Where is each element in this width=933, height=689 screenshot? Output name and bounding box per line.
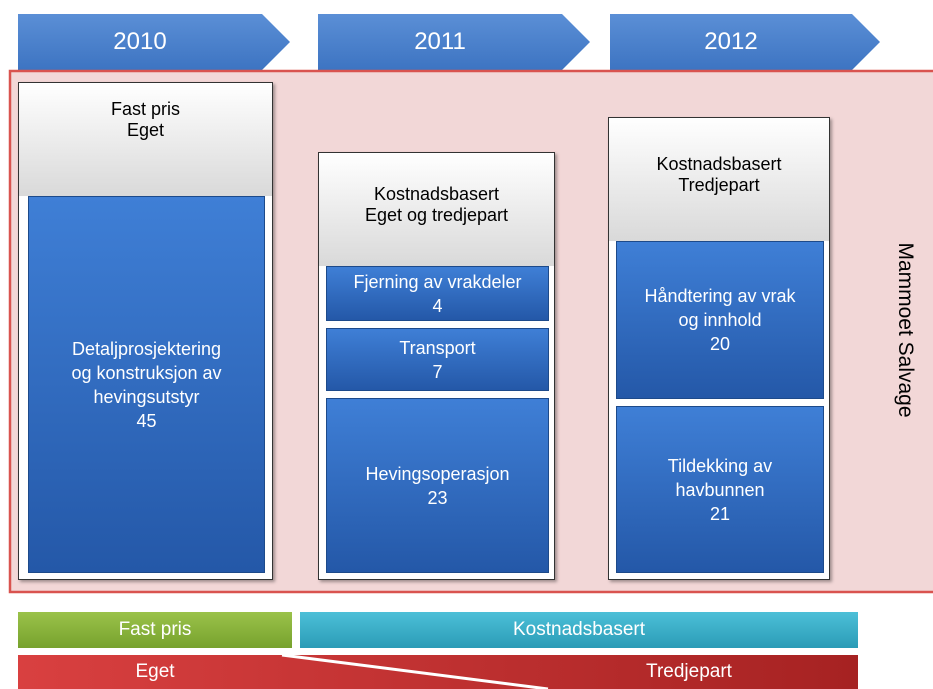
year-label: 2011: [414, 28, 466, 55]
block-line: Håndtering av vrak: [644, 286, 796, 306]
pricing-label: Fast pris: [118, 619, 192, 640]
block-line: og konstruksjon av: [71, 362, 222, 383]
arrow: [18, 14, 290, 70]
work-block: Detaljprosjektering og konstruksjon av hev…: [28, 196, 265, 573]
block-value: 23: [427, 487, 448, 508]
party-label: Tredjepart: [646, 661, 732, 682]
header-line: Tredjepart: [678, 174, 760, 195]
work-block: Transport 7: [326, 328, 549, 391]
block-value: 20: [709, 334, 731, 354]
column: Fast pris Eget Detaljprosjektering og konst…: [18, 82, 273, 580]
block-line: og innhold: [678, 310, 762, 330]
year-label: 2010: [113, 28, 167, 55]
work-block: Håndtering av vrak og innhold 20: [616, 241, 824, 399]
work-block: Hevingsoperasjon 23: [326, 398, 549, 573]
work-block: Fjerning av vrakdeler 4: [326, 266, 549, 321]
header-line: Eget og tredjepart: [364, 204, 509, 225]
pricing-label: Kostnadsbasert: [512, 619, 646, 640]
block-value: 7: [432, 361, 443, 382]
pricing-bar: [18, 612, 292, 648]
block-line: Fjerning av vrakdeler: [353, 271, 522, 292]
column-header: Kostnadsbasert Tredjepart: [609, 118, 829, 241]
block-line: Tildekking av: [667, 455, 773, 476]
header-line: Kostnadsbasert: [373, 183, 500, 204]
arrow: [610, 14, 880, 70]
column-header: Fast pris Eget: [19, 83, 272, 196]
block-value: 45: [136, 410, 157, 431]
header-line: Fast pris: [110, 98, 180, 119]
party-label: Eget: [135, 661, 175, 682]
column: Kostnadsbasert Tredjepart Håndtering av vr…: [608, 117, 830, 580]
block-line: havbunnen: [675, 479, 765, 500]
header-line: Kostnadsbasert: [656, 153, 782, 174]
side-label: Mammoet Salvage: [894, 242, 917, 418]
year-label: 2012: [704, 28, 758, 55]
block-value: 21: [709, 503, 731, 524]
block-line: Hevingsoperasjon: [365, 463, 510, 484]
pricing-bar: [300, 612, 858, 648]
party-bar: [18, 655, 858, 689]
block-value: 4: [432, 295, 443, 316]
work-block: Tildekking av havbunnen 21: [616, 406, 824, 573]
divider: [281, 653, 549, 689]
arrow: [318, 14, 590, 70]
block-line: Transport: [399, 337, 476, 358]
block-line: hevingsutstyr: [93, 386, 200, 407]
column-header: Kostnadsbasert Eget og tredjepart: [319, 153, 554, 266]
column: Kostnadsbasert Eget og tredjepart Fjerning…: [318, 152, 555, 580]
block-line: Detaljprosjektering: [71, 338, 222, 359]
header-line: Eget: [126, 119, 165, 140]
